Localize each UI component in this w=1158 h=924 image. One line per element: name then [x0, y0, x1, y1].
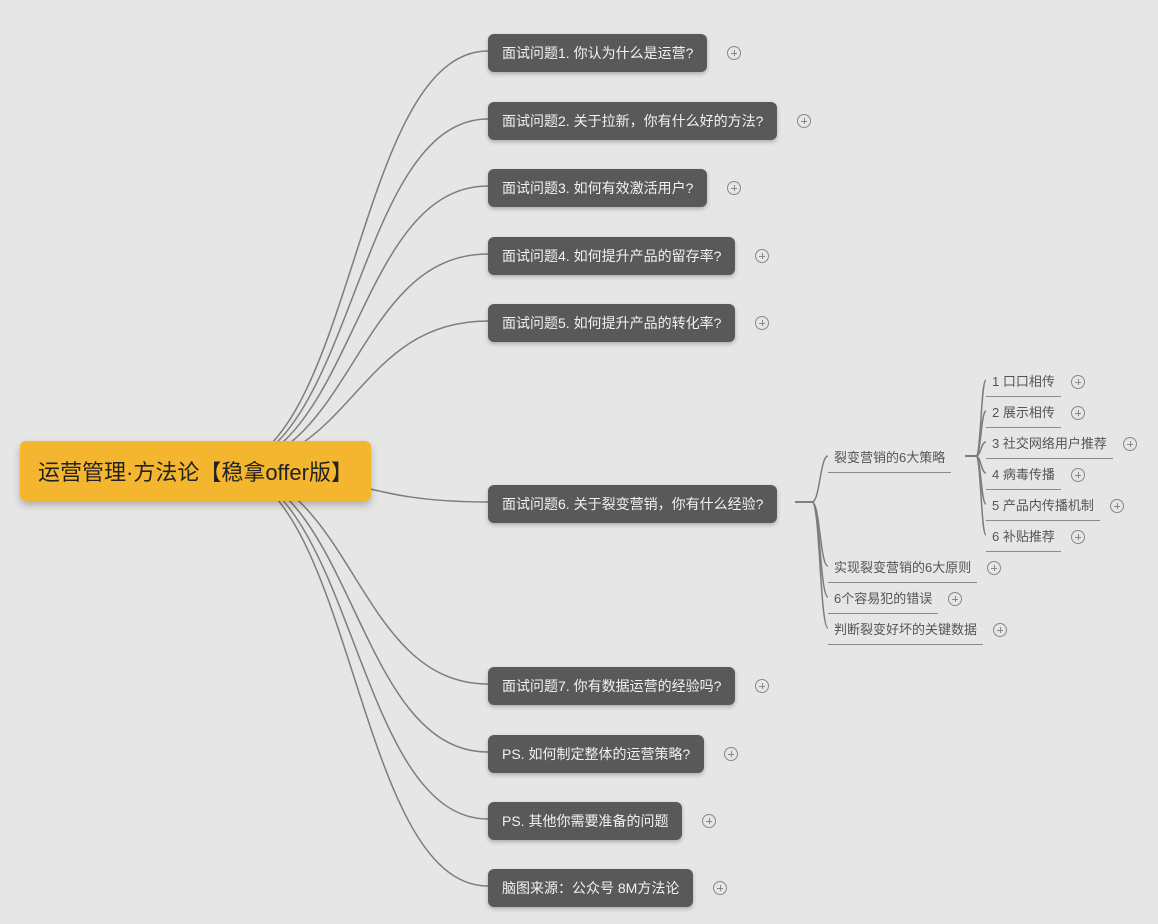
expand-icon[interactable] [948, 592, 962, 606]
expand-icon[interactable] [1071, 375, 1085, 389]
c1-child-label: 2 展示相传 [986, 398, 1061, 428]
level1-label: 面试问题6. 关于裂变营销，你有什么经验? [502, 494, 763, 514]
expand-icon[interactable] [987, 561, 1001, 575]
expand-icon[interactable] [797, 114, 811, 128]
level1-node-q4[interactable]: 面试问题4. 如何提升产品的留存率? [488, 237, 735, 275]
level1-node-q3[interactable]: 面试问题3. 如何有效激活用户? [488, 169, 707, 207]
level1-node-ps1[interactable]: PS. 如何制定整体的运营策略? [488, 735, 704, 773]
level1-node-q6[interactable]: 面试问题6. 关于裂变营销，你有什么经验? [488, 485, 777, 523]
q6-child-c4[interactable]: 判断裂变好坏的关键数据 [828, 615, 1007, 645]
expand-icon[interactable] [993, 623, 1007, 637]
level1-label: 面试问题3. 如何有效激活用户? [502, 178, 693, 198]
level1-node-q2[interactable]: 面试问题2. 关于拉新，你有什么好的方法? [488, 102, 777, 140]
level1-node-src[interactable]: 脑图来源：公众号 8M方法论 [488, 869, 693, 907]
c1-child-s2[interactable]: 2 展示相传 [986, 398, 1085, 428]
level1-label: 面试问题4. 如何提升产品的留存率? [502, 246, 721, 266]
c1-child-label: 6 补贴推荐 [986, 522, 1061, 552]
expand-icon[interactable] [1071, 530, 1085, 544]
level1-label: 脑图来源：公众号 8M方法论 [502, 878, 679, 898]
q6-child-c2[interactable]: 实现裂变营销的6大原则 [828, 553, 1001, 583]
c1-child-s4[interactable]: 4 病毒传播 [986, 460, 1085, 490]
expand-icon[interactable] [1071, 468, 1085, 482]
level1-label: 面试问题1. 你认为什么是运营? [502, 43, 693, 63]
q6-child-label: 6个容易犯的错误 [828, 584, 938, 614]
c1-child-s3[interactable]: 3 社交网络用户推荐 [986, 429, 1137, 459]
level1-node-q7[interactable]: 面试问题7. 你有数据运营的经验吗? [488, 667, 735, 705]
c1-child-label: 4 病毒传播 [986, 460, 1061, 490]
c1-child-s1[interactable]: 1 口口相传 [986, 367, 1085, 397]
c1-child-label: 1 口口相传 [986, 367, 1061, 397]
level1-node-q5[interactable]: 面试问题5. 如何提升产品的转化率? [488, 304, 735, 342]
level1-label: PS. 其他你需要准备的问题 [502, 811, 668, 831]
expand-icon[interactable] [1071, 406, 1085, 420]
c1-child-s6[interactable]: 6 补贴推荐 [986, 522, 1085, 552]
level1-label: PS. 如何制定整体的运营策略? [502, 744, 690, 764]
q6-child-label: 判断裂变好坏的关键数据 [828, 615, 983, 645]
q6-child-label: 裂变营销的6大策略 [828, 443, 951, 473]
expand-icon[interactable] [1123, 437, 1137, 451]
c1-child-label: 5 产品内传播机制 [986, 491, 1100, 521]
expand-icon[interactable] [727, 46, 741, 60]
expand-icon[interactable] [1110, 499, 1124, 513]
expand-icon[interactable] [702, 814, 716, 828]
level1-label: 面试问题2. 关于拉新，你有什么好的方法? [502, 111, 763, 131]
c1-child-s5[interactable]: 5 产品内传播机制 [986, 491, 1124, 521]
expand-icon[interactable] [755, 249, 769, 263]
expand-icon[interactable] [727, 181, 741, 195]
level1-node-q1[interactable]: 面试问题1. 你认为什么是运营? [488, 34, 707, 72]
level1-node-ps2[interactable]: PS. 其他你需要准备的问题 [488, 802, 682, 840]
expand-icon[interactable] [755, 316, 769, 330]
expand-icon[interactable] [713, 881, 727, 895]
level1-label: 面试问题7. 你有数据运营的经验吗? [502, 676, 721, 696]
q6-child-c3[interactable]: 6个容易犯的错误 [828, 584, 962, 614]
expand-icon[interactable] [724, 747, 738, 761]
q6-child-c1[interactable]: 裂变营销的6大策略 [828, 443, 951, 473]
c1-child-label: 3 社交网络用户推荐 [986, 429, 1113, 459]
level1-label: 面试问题5. 如何提升产品的转化率? [502, 313, 721, 333]
q6-child-label: 实现裂变营销的6大原则 [828, 553, 977, 583]
expand-icon[interactable] [755, 679, 769, 693]
root-node[interactable]: 运营管理·方法论【稳拿offer版】 [20, 441, 371, 501]
root-label: 运营管理·方法论【稳拿offer版】 [38, 455, 353, 487]
